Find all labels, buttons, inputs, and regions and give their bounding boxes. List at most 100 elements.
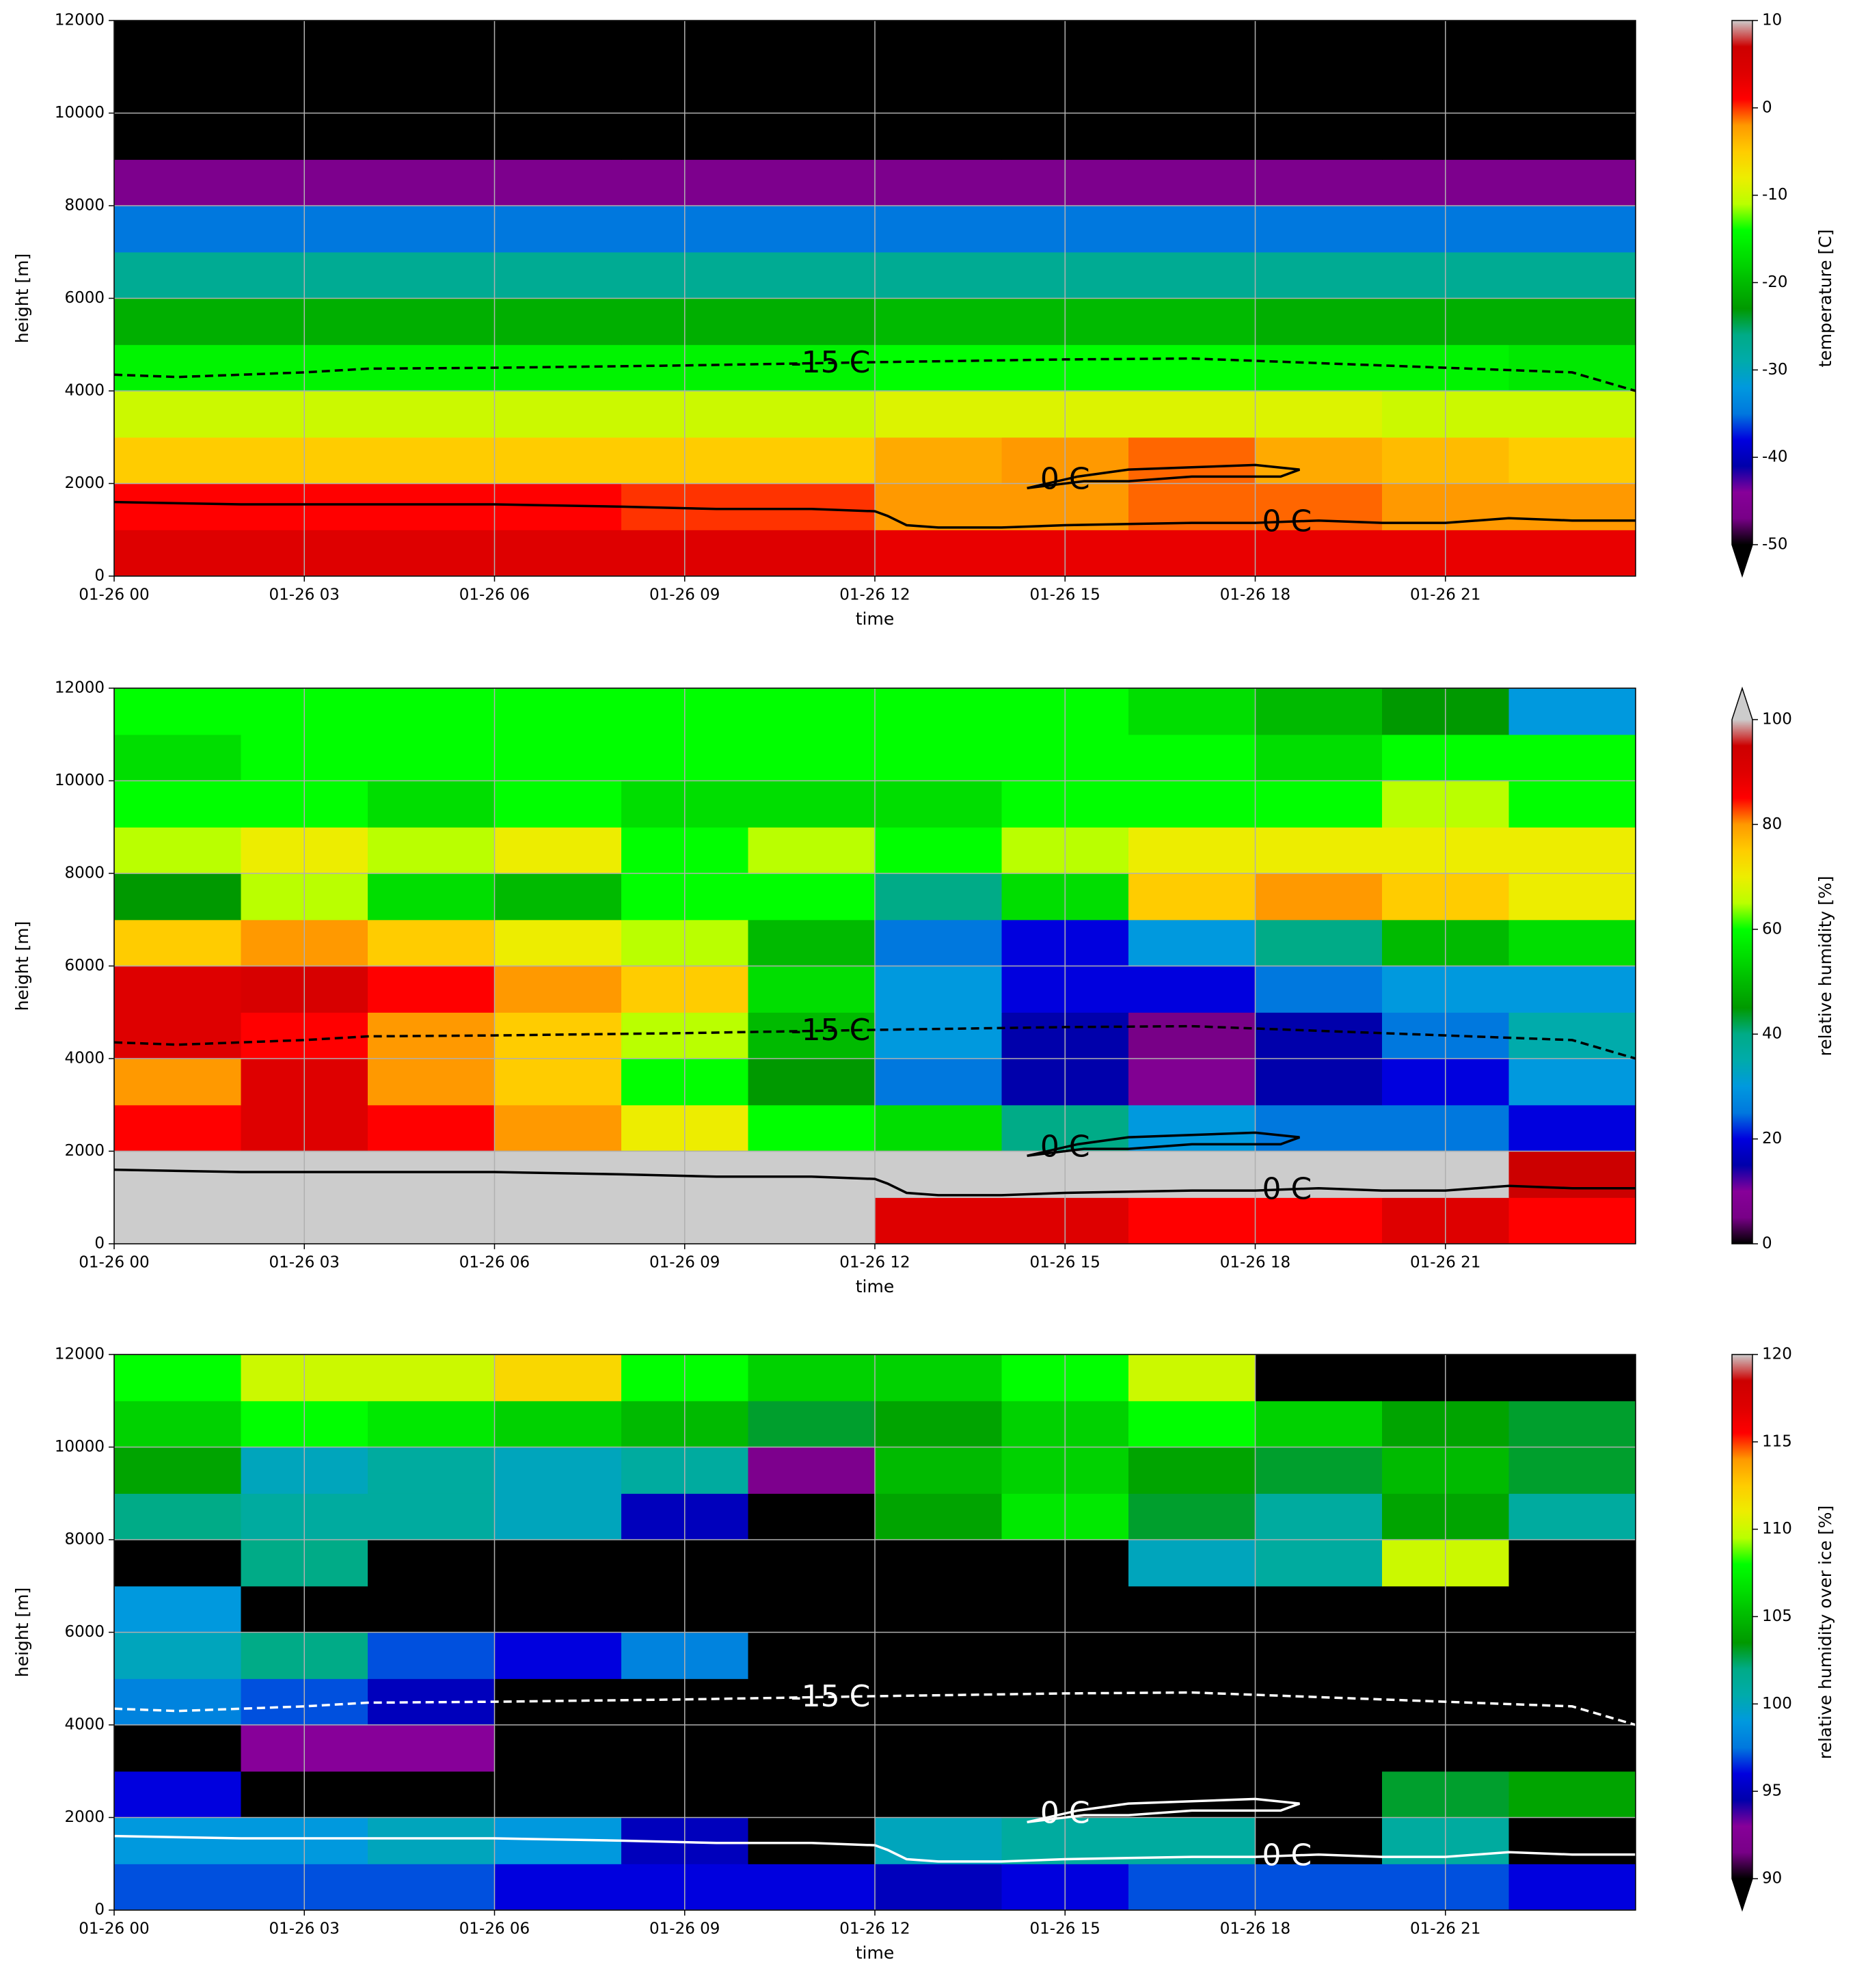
heatmap-cell <box>1128 688 1256 735</box>
heatmap-cell <box>748 391 876 438</box>
x-tick-label: 01-26 12 <box>839 1920 910 1938</box>
heatmap-cell <box>114 1447 242 1494</box>
heatmap-cell <box>494 1632 622 1679</box>
heatmap-cell <box>875 1104 1003 1152</box>
heatmap-cell <box>1508 1817 1636 1864</box>
heatmap-cell <box>494 734 622 782</box>
heatmap-cell <box>494 298 622 345</box>
x-tick-label: 01-26 15 <box>1030 1920 1100 1938</box>
heatmap-cell <box>748 206 876 253</box>
y-tick-label: 12000 <box>55 1346 105 1363</box>
contour-label: 0 C <box>1040 462 1090 497</box>
heatmap-cell <box>875 1059 1003 1106</box>
heatmap-cell <box>494 1197 622 1244</box>
heatmap-cell <box>114 1400 242 1448</box>
heatmap-cell <box>1255 1059 1383 1106</box>
heatmap-cell <box>1255 251 1383 299</box>
heatmap-cell <box>368 113 496 160</box>
contour-label: 0 C <box>1262 1171 1312 1206</box>
heatmap-cell <box>114 919 242 967</box>
heatmap-cell <box>368 21 496 68</box>
heatmap-cell <box>114 734 242 782</box>
heatmap-cell <box>494 251 622 299</box>
x-tick-label: 01-26 12 <box>839 586 910 604</box>
colorbar-tick-label: 80 <box>1762 815 1782 833</box>
heatmap-cell <box>875 21 1003 68</box>
heatmap-cell <box>368 1632 496 1679</box>
heatmap-cell <box>494 1354 622 1402</box>
heatmap-cell <box>1128 1864 1256 1910</box>
colorbar <box>1732 720 1752 1244</box>
colorbar-extend <box>1732 688 1752 720</box>
heatmap-cell <box>1255 734 1383 782</box>
heatmap-cell <box>1255 113 1383 160</box>
heatmap-cell <box>1508 1400 1636 1448</box>
x-tick-label: 01-26 00 <box>79 1920 149 1938</box>
heatmap-cell <box>494 1725 622 1772</box>
y-axis-label: height [m] <box>12 254 32 344</box>
heatmap-cell <box>1128 1585 1256 1633</box>
heatmap-cell <box>1508 1197 1636 1244</box>
heatmap-cell <box>748 344 876 392</box>
colorbar-tick-label: -30 <box>1762 361 1788 379</box>
x-axis-label: time <box>856 609 894 629</box>
heatmap-cell <box>114 1771 242 1819</box>
heatmap-cell <box>1508 113 1636 160</box>
heatmap-cell <box>368 919 496 967</box>
heatmap-cell <box>368 1864 496 1910</box>
heatmap-cell <box>1508 391 1636 438</box>
x-tick-label: 01-26 09 <box>649 586 720 604</box>
y-tick-label: 0 <box>94 1901 105 1919</box>
heatmap-cell <box>875 919 1003 967</box>
heatmap-cell <box>1128 251 1256 299</box>
heatmap-cell <box>875 1771 1003 1819</box>
heatmap-cell <box>368 530 496 576</box>
colorbar-tick-label: 0 <box>1762 1235 1772 1253</box>
heatmap-cell <box>1255 688 1383 735</box>
y-tick-label: 8000 <box>64 864 105 882</box>
heatmap-cell <box>875 298 1003 345</box>
x-tick-label: 01-26 06 <box>459 586 530 604</box>
heatmap-cell <box>1128 1678 1256 1726</box>
heatmap-cell <box>1255 344 1383 392</box>
heatmap-cell <box>1128 344 1256 392</box>
heatmap-cell <box>494 206 622 253</box>
colorbar <box>1732 21 1752 545</box>
heatmap-cell <box>1128 159 1256 206</box>
heatmap-cell <box>1128 734 1256 782</box>
colorbar-tick-label: 0 <box>1762 98 1772 116</box>
colorbar-tick-label: 60 <box>1762 920 1782 938</box>
heatmap-cell <box>748 1059 876 1106</box>
colorbar-label: relative humidity over ice [%] <box>1815 1506 1835 1760</box>
y-tick-label: 0 <box>94 1235 105 1253</box>
heatmap-cell <box>114 113 242 160</box>
heatmap-cell <box>1255 873 1383 921</box>
heatmap-cell <box>368 873 496 921</box>
heatmap-cell <box>368 159 496 206</box>
heatmap-cell <box>368 966 496 1013</box>
y-tick-label: 6000 <box>64 1623 105 1641</box>
heatmap-cell <box>1128 1059 1256 1106</box>
heatmap-cell <box>494 391 622 438</box>
heatmap-cell <box>1508 1632 1636 1679</box>
heatmap-cell <box>1128 530 1256 576</box>
heatmap-cell <box>114 1197 242 1244</box>
heatmap-cell <box>1128 1354 1256 1402</box>
heatmap-cell <box>1128 298 1256 345</box>
heatmap-cell <box>114 391 242 438</box>
x-tick-label: 01-26 15 <box>1030 1254 1100 1272</box>
x-tick-label: 01-26 18 <box>1220 1920 1290 1938</box>
heatmap-cell <box>875 66 1003 114</box>
y-tick-label: 8000 <box>64 1531 105 1549</box>
heatmap-cell <box>114 251 242 299</box>
y-tick-label: 4000 <box>64 1050 105 1067</box>
heatmap-cell <box>494 1493 622 1540</box>
heatmap-cell <box>494 1771 622 1819</box>
heatmap-cell <box>494 530 622 576</box>
plot-frame <box>113 1354 1636 1911</box>
heatmap-cell <box>875 1585 1003 1633</box>
x-tick-label: 01-26 06 <box>459 1254 530 1272</box>
heatmap-cell <box>368 483 496 530</box>
heatmap-cell <box>1255 206 1383 253</box>
heatmap-cell <box>368 206 496 253</box>
